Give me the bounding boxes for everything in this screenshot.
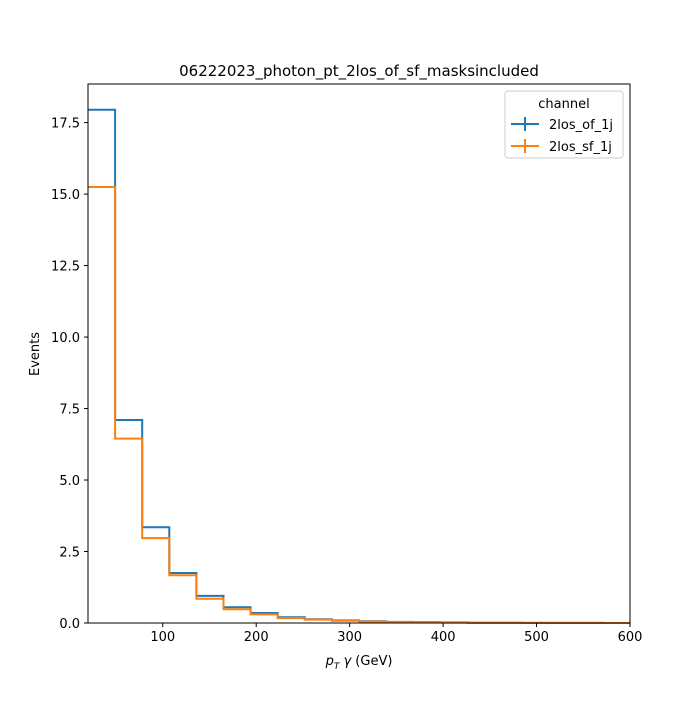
legend-items: 2los_of_1j 2los_sf_1j	[511, 117, 613, 155]
x-tick-label: 600	[618, 630, 643, 645]
legend-label: 2los_sf_1j	[549, 140, 612, 155]
y-tick-label: 17.5	[51, 117, 80, 132]
x-tick-label: 100	[150, 630, 175, 645]
chart-title: 06222023_photon_pt_2los_of_sf_masksinclu…	[179, 62, 539, 81]
x-tick-label: 200	[244, 630, 269, 645]
legend-title: channel	[538, 97, 589, 112]
y-tick-label: 7.5	[59, 403, 80, 418]
x-axis-title-gamma: γ	[339, 654, 352, 669]
y-axis-title: Events	[28, 332, 43, 376]
x-axis-title-unit: (GeV)	[351, 654, 392, 669]
y-axis: 0.0 2.5 5.0 7.5 10.0 12.5 15.0 17.5	[51, 117, 88, 632]
y-tick-label: 0.0	[59, 617, 80, 632]
y-tick-label: 5.0	[59, 474, 80, 489]
x-axis: 100 200 300 400 500 600	[150, 623, 642, 645]
x-tick-label: 300	[337, 630, 362, 645]
x-tick-label: 500	[524, 630, 549, 645]
legend-box	[504, 90, 624, 159]
x-tick-label: 400	[431, 630, 456, 645]
y-tick-label: 2.5	[59, 546, 80, 561]
y-tick-label: 15.0	[51, 188, 80, 203]
x-axis-title-p: p	[325, 654, 334, 669]
x-axis-title-sub: T	[334, 662, 341, 672]
y-tick-label: 12.5	[51, 260, 80, 275]
y-tick-label: 10.0	[51, 331, 80, 346]
x-axis-title: pT γ (GeV)	[325, 654, 393, 672]
plot-frame	[87, 83, 631, 624]
plot-area	[88, 84, 630, 623]
legend: channel 2los_of_1j 2los_sf_1j	[504, 90, 624, 159]
legend-label: 2los_of_1j	[549, 118, 613, 133]
